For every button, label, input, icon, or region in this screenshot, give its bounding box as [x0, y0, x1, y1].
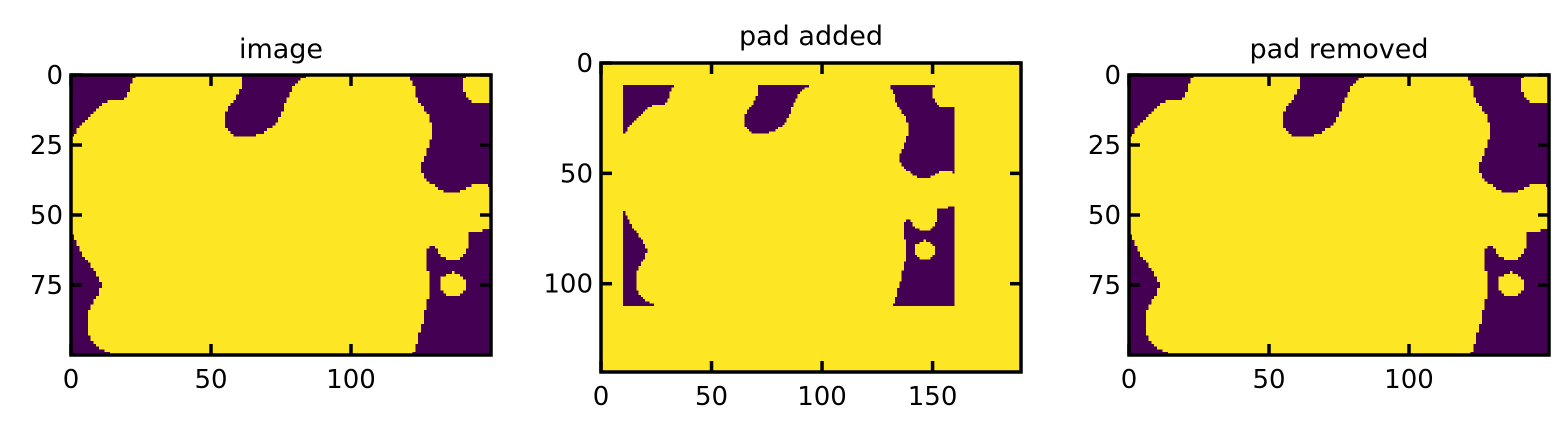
y-tick-label: 0 — [576, 49, 593, 79]
x-tick-label: 50 — [695, 382, 728, 412]
y-tick-label: 75 — [1088, 271, 1121, 301]
subplot-2: pad added 0 50 100 150 0 50 100 — [543, 21, 1023, 412]
y-tick-label: 50 — [560, 159, 593, 189]
heatmap-image — [71, 75, 491, 355]
y-tick-label: 25 — [1088, 131, 1121, 161]
x-tick-label: 100 — [326, 365, 376, 395]
y-tick-label: 0 — [46, 61, 63, 91]
x-tick-label: 50 — [194, 365, 227, 395]
y-tick-label: 50 — [1088, 201, 1121, 231]
axes-frame — [599, 61, 1023, 374]
y-tick-label: 50 — [30, 201, 63, 231]
x-tick-label: 100 — [797, 382, 847, 412]
subplot-title: image — [239, 34, 323, 65]
y-tick-label: 25 — [30, 131, 63, 161]
y-tick-label: 75 — [30, 271, 63, 301]
subplot-1: image 0 50 100 0 25 50 75 — [30, 34, 493, 395]
x-tick-label: 150 — [908, 382, 958, 412]
subplot-title: pad added — [739, 21, 883, 52]
y-tick-label: 0 — [1104, 61, 1121, 91]
x-tick-label: 100 — [1384, 365, 1434, 395]
x-tick-label: 0 — [593, 382, 610, 412]
heatmap-image — [601, 63, 1021, 372]
subplot-title: pad removed — [1249, 34, 1428, 65]
subplot-3: pad removed 0 50 100 0 25 50 75 — [1088, 34, 1551, 395]
y-tick-label: 100 — [543, 270, 593, 300]
x-tick-label: 0 — [1121, 365, 1138, 395]
x-tick-label: 0 — [63, 365, 80, 395]
heatmap-image — [1129, 75, 1549, 355]
x-tick-label: 50 — [1252, 365, 1285, 395]
